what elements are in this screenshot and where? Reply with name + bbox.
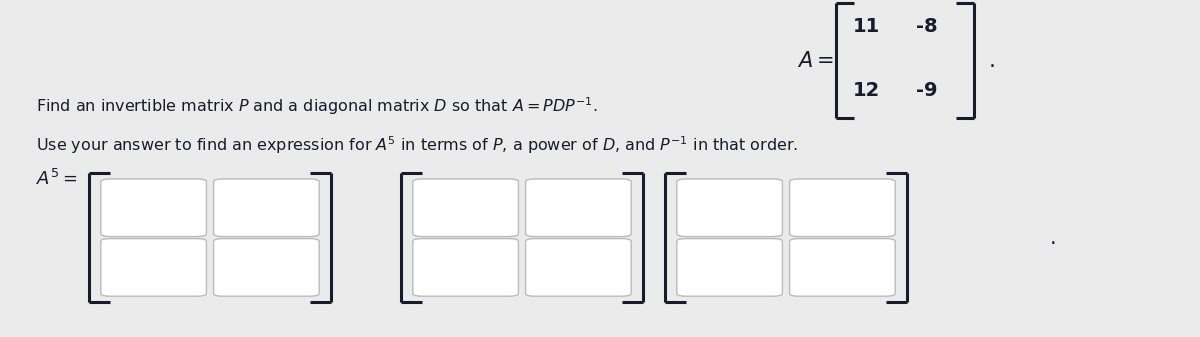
FancyBboxPatch shape <box>413 239 518 296</box>
FancyBboxPatch shape <box>214 239 319 296</box>
FancyBboxPatch shape <box>526 239 631 296</box>
FancyBboxPatch shape <box>677 239 782 296</box>
Text: -9: -9 <box>916 82 937 100</box>
FancyBboxPatch shape <box>101 239 206 296</box>
FancyBboxPatch shape <box>413 179 518 237</box>
Text: .: . <box>1050 227 1057 248</box>
Text: Find an invertible matrix $P$ and a diagonal matrix $D$ so that $A = PDP^{-1}$.: Find an invertible matrix $P$ and a diag… <box>36 95 598 117</box>
Text: $A^5 =$: $A^5 =$ <box>36 168 78 189</box>
Text: 11: 11 <box>853 18 880 36</box>
Text: Use your answer to find an expression for $A^5$ in terms of $P$, a power of $D$,: Use your answer to find an expression fo… <box>36 134 798 156</box>
FancyBboxPatch shape <box>677 179 782 237</box>
FancyBboxPatch shape <box>526 179 631 237</box>
Text: $A =$: $A =$ <box>797 51 834 71</box>
Text: .: . <box>989 51 996 71</box>
Text: -8: -8 <box>916 18 937 36</box>
FancyBboxPatch shape <box>790 239 895 296</box>
FancyBboxPatch shape <box>101 179 206 237</box>
FancyBboxPatch shape <box>790 179 895 237</box>
Text: 12: 12 <box>853 82 880 100</box>
FancyBboxPatch shape <box>214 179 319 237</box>
